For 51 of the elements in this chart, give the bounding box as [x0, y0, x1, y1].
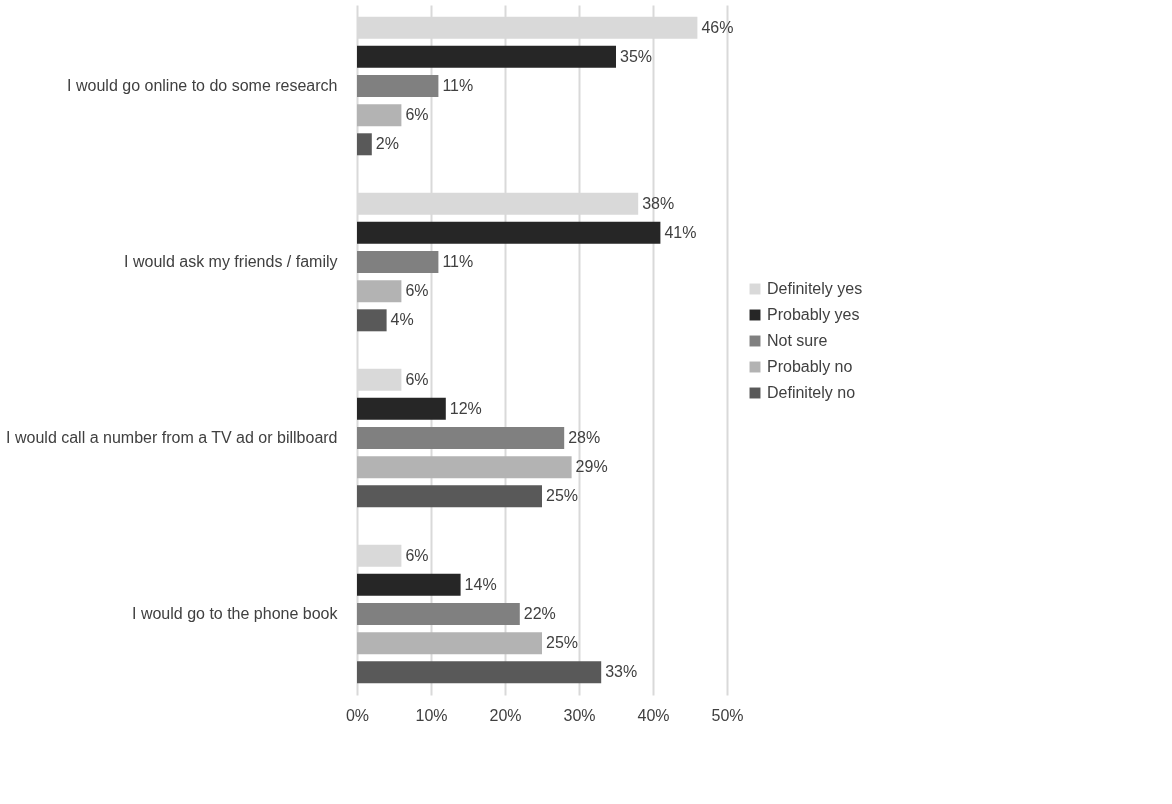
bar	[357, 661, 602, 684]
x-tick-label: 0%	[345, 706, 370, 724]
bar	[357, 397, 446, 420]
data-label: 41%	[664, 223, 697, 241]
x-tick-label: 10%	[415, 706, 448, 724]
bar	[357, 456, 572, 479]
data-label: 46%	[701, 18, 734, 36]
y-tick-label: I would call a number from a TV ad or billboard	[6, 429, 338, 447]
data-label: 6%	[405, 370, 429, 388]
bar	[357, 221, 661, 244]
legend-label: Probably yes	[767, 306, 860, 323]
data-label: 11%	[442, 252, 474, 270]
x-tick-label: 30%	[563, 706, 596, 724]
bar	[357, 573, 461, 596]
bar	[357, 603, 520, 626]
legend-label: Definitely no	[767, 384, 856, 401]
y-tick-label: I would go to the phone book	[132, 605, 339, 623]
bar	[357, 133, 372, 156]
data-label: 11%	[442, 76, 474, 94]
bar	[357, 427, 565, 450]
data-label: 22%	[523, 605, 556, 623]
bar	[357, 309, 387, 332]
data-label: 2%	[375, 135, 399, 153]
bar	[357, 104, 402, 127]
data-label: 25%	[546, 487, 579, 505]
bar	[357, 485, 542, 508]
bar	[357, 45, 616, 68]
data-label: 33%	[605, 663, 638, 681]
data-label: 6%	[405, 282, 429, 300]
data-label: 14%	[464, 575, 497, 593]
y-tick-label: I would go online to do some research	[67, 76, 338, 94]
legend-label: Probably no	[767, 358, 853, 375]
data-label: 28%	[568, 429, 601, 447]
data-label: 12%	[449, 399, 482, 417]
x-tick-label: 40%	[637, 706, 670, 724]
x-tick-label: 50%	[711, 706, 744, 724]
bar	[357, 250, 439, 273]
data-label: 35%	[620, 47, 653, 65]
data-label: 6%	[405, 546, 429, 564]
legend-label: Definitely yes	[767, 280, 863, 297]
data-label: 6%	[405, 106, 429, 124]
y-tick-label: I would ask my friends / family	[124, 252, 338, 270]
data-label: 38%	[642, 194, 675, 212]
bar	[357, 74, 439, 97]
x-tick-label: 20%	[489, 706, 522, 724]
legend-label: Not sure	[767, 332, 828, 349]
data-label: 25%	[546, 634, 579, 652]
bar	[357, 632, 542, 655]
data-label: 4%	[390, 311, 414, 329]
data-label: 29%	[575, 458, 608, 476]
bar	[357, 280, 402, 303]
